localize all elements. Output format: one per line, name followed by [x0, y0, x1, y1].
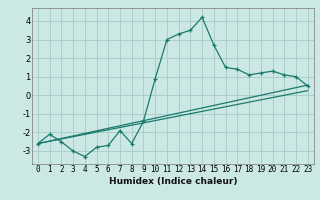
- X-axis label: Humidex (Indice chaleur): Humidex (Indice chaleur): [108, 177, 237, 186]
